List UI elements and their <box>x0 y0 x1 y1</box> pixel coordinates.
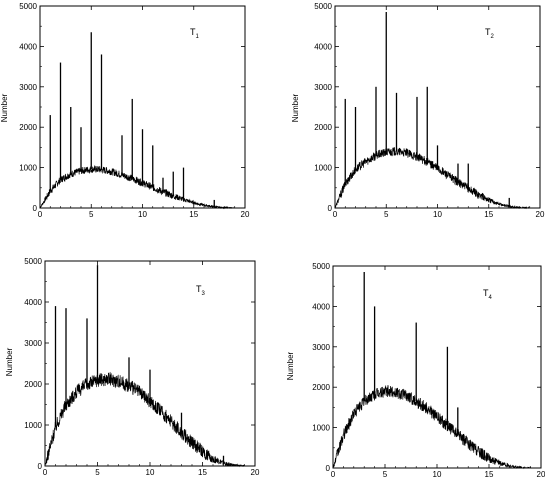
panel-title: T1 <box>190 27 200 40</box>
x-tick-label: 5 <box>383 470 388 479</box>
x-tick-label: 0 <box>43 468 48 477</box>
y-tick-label: 0 <box>328 204 333 213</box>
x-tick-label: 5 <box>95 468 100 477</box>
x-tick-label: 5 <box>89 210 94 219</box>
y-tick-label: 5000 <box>24 257 42 266</box>
y-tick-label: 5000 <box>314 2 332 11</box>
y-tick-label: 0 <box>38 462 43 471</box>
histogram-trace <box>39 164 235 210</box>
y-tick-label: 2000 <box>19 123 37 132</box>
x-tick-label: 20 <box>241 210 250 219</box>
y-axis-label: Number <box>286 351 295 380</box>
y-tick-label: 2000 <box>312 383 330 392</box>
chart-panel-1: 0 5 10 15 20 0 1000 2000 3000 4000 5000 Number T1 <box>0 2 250 219</box>
x-tick-label: 15 <box>198 468 207 477</box>
y-tick-label: 0 <box>33 204 38 213</box>
panel-title: T3 <box>196 284 206 297</box>
y-tick-label: 3000 <box>24 339 42 348</box>
x-tick-label: 10 <box>433 210 442 219</box>
y-tick-label: 3000 <box>314 83 332 92</box>
y-axis-label: Number <box>0 93 9 122</box>
x-tick-label: 20 <box>536 210 545 219</box>
x-tick-label: 15 <box>189 210 198 219</box>
y-tick-label: 3000 <box>312 343 330 352</box>
plot-frame <box>334 5 541 209</box>
x-tick-label: 0 <box>38 210 43 219</box>
y-tick-label: 4000 <box>24 298 42 307</box>
chart-panel-3: 0 5 10 15 20 0 1000 2000 3000 4000 5000 Number T3 <box>5 257 260 477</box>
y-tick-label: 1000 <box>24 421 42 430</box>
y-tick-label: 3000 <box>19 83 37 92</box>
x-tick-label: 15 <box>485 470 494 479</box>
x-tick-label: 10 <box>146 468 155 477</box>
x-tick-label: 10 <box>433 470 442 479</box>
plot-frame <box>44 260 256 467</box>
y-tick-label: 5000 <box>312 262 330 271</box>
x-tick-label: 10 <box>138 210 147 219</box>
panel-title: T4 <box>483 288 493 301</box>
y-tick-label: 4000 <box>312 302 330 311</box>
y-tick-label: 0 <box>326 464 331 473</box>
y-tick-label: 1000 <box>19 164 37 173</box>
x-tick-label: 20 <box>251 468 260 477</box>
x-tick-label: 0 <box>331 470 336 479</box>
y-tick-label: 5000 <box>19 2 37 11</box>
y-tick-label: 1000 <box>312 424 330 433</box>
y-axis-label: Number <box>291 93 300 122</box>
y-tick-label: 2000 <box>314 123 332 132</box>
chart-panel-2: 0 5 10 15 20 0 1000 2000 3000 4000 5000 Number T2 <box>291 2 545 219</box>
histogram-trace <box>44 371 245 468</box>
chart-panel-4: 0 5 10 15 20 0 1000 2000 3000 4000 5000 Number T4 <box>286 262 545 479</box>
y-tick-label: 1000 <box>314 164 332 173</box>
x-tick-label: 0 <box>333 210 338 219</box>
histogram-trace <box>332 385 531 470</box>
x-tick-label: 5 <box>384 210 389 219</box>
y-tick-label: 2000 <box>24 380 42 389</box>
y-axis-label: Number <box>5 347 14 376</box>
x-tick-label: 15 <box>484 210 493 219</box>
histogram-trace <box>334 145 531 210</box>
panel-title: T2 <box>485 27 495 40</box>
y-tick-label: 4000 <box>314 42 332 51</box>
y-tick-label: 4000 <box>19 42 37 51</box>
x-tick-label: 20 <box>537 470 545 479</box>
